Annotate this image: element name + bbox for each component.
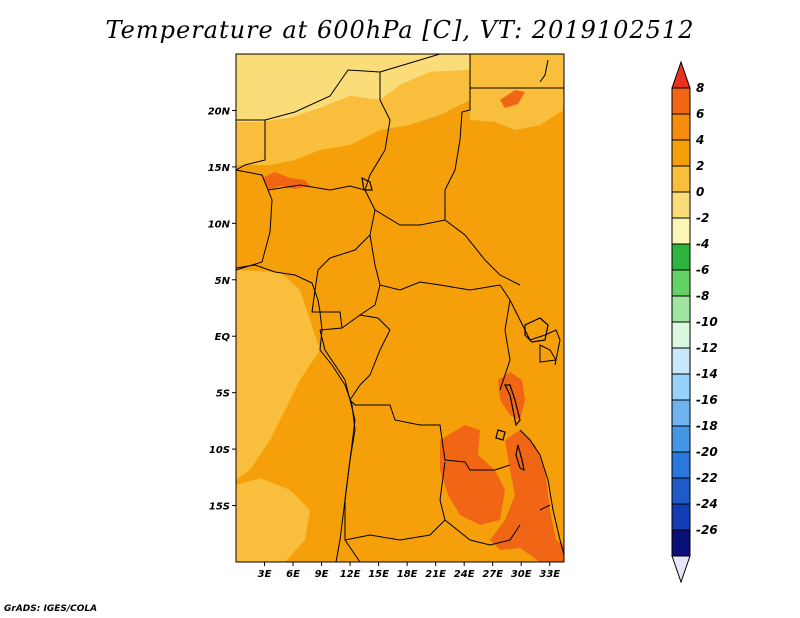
colorbar-label: -14 (696, 367, 718, 381)
lat-tick-label: 10N (208, 219, 231, 230)
colorbar-label: -2 (696, 211, 709, 225)
map-frame (235, 53, 565, 563)
temp-region-north-mild (236, 70, 470, 165)
colorbar-label: 8 (696, 81, 704, 95)
colorbar-swatch (671, 373, 691, 401)
lon-tick-label: 6E (286, 569, 300, 580)
temp-region-warm-south (440, 425, 505, 525)
latitude-axis: 20N 15N 10N 5N EQ 5S 10S 15S (208, 106, 236, 513)
colorbar-top-arrow (671, 60, 691, 89)
colorbar-label: -22 (696, 471, 718, 485)
colorbar-swatch (671, 165, 691, 193)
country-borders (235, 53, 565, 563)
coastline (235, 264, 356, 563)
colorbar-swatch (671, 295, 691, 323)
colorbar-label: -24 (696, 497, 718, 511)
lat-tick-label: 20N (208, 106, 231, 117)
grads-credit: GrADS: IGES/COLA (4, 604, 98, 614)
colorbar-swatch (671, 399, 691, 427)
colorbar-label: -20 (696, 445, 718, 459)
colorbar-label: -4 (696, 237, 709, 251)
colorbar-label: -26 (696, 523, 718, 537)
colorbar-label: 2 (696, 159, 704, 173)
lat-tick-label: 5N (215, 276, 231, 287)
lon-tick-label: 18E (397, 569, 418, 580)
lon-tick-label: 33E (539, 569, 560, 580)
colorbar-swatch (671, 451, 691, 479)
lat-tick-label: EQ (215, 332, 231, 343)
lat-tick-label: 15N (208, 163, 231, 174)
lat-tick-label: 10S (209, 445, 230, 456)
temp-region-warm-northeast (500, 90, 525, 108)
temp-region-west-coast-mild (236, 270, 320, 480)
map-title: Temperature at 600hPa [C], VT: 201910251… (105, 16, 695, 44)
lon-tick-label: 3E (258, 569, 272, 580)
temp-region-warm-east (498, 372, 525, 420)
colorbar-swatch (671, 113, 691, 141)
colorbar-swatch (671, 425, 691, 453)
lon-tick-label: 24E (454, 569, 475, 580)
colorbar-swatch (671, 529, 691, 557)
lon-tick-label: 21E (425, 569, 446, 580)
lake-tanganyika (504, 384, 521, 427)
colorbar-label: -12 (696, 341, 718, 355)
temp-region-north-cool (236, 54, 470, 122)
lake-victoria (524, 317, 549, 343)
lat-tick-label: 5S (216, 389, 230, 400)
colorbar-label: -6 (696, 263, 709, 277)
colorbar-label: 4 (695, 133, 704, 147)
colorbar-label: -18 (696, 419, 718, 433)
colorbar: 8 6 4 2 0 -2 -4 -6 -8 -10 -12 -14 -16 -18 -20 -22 -24 -26 (671, 60, 718, 584)
colorbar-swatch (671, 477, 691, 505)
lon-tick-label: 9E (315, 569, 329, 580)
colorbar-label: 6 (696, 107, 704, 121)
coastline-east (539, 59, 549, 83)
colorbar-swatch (671, 87, 691, 115)
map-area (235, 53, 565, 563)
temp-region-southwest-mild (236, 478, 310, 562)
lake-malawi (515, 444, 525, 472)
colorbar-label: -10 (696, 315, 718, 329)
lake-outlines (361, 176, 549, 472)
colorbar-swatch (671, 139, 691, 167)
colorbar-label: -16 (696, 393, 718, 407)
lake-chad (361, 176, 373, 191)
colorbar-swatch (671, 269, 691, 297)
lon-tick-label: 27E (482, 569, 503, 580)
lat-tick-label: 15S (209, 502, 230, 513)
colorbar-label: 0 (696, 185, 704, 199)
colorbar-swatch (671, 191, 691, 219)
colorbar-swatch (671, 217, 691, 245)
longitude-axis: 3E 6E 9E 12E 15E 18E 21E 24E 27E 30E 33E (258, 562, 560, 580)
colorbar-label: -8 (696, 289, 709, 303)
lon-tick-label: 12E (340, 569, 361, 580)
lon-tick-label: 30E (511, 569, 532, 580)
lon-tick-label: 15E (368, 569, 389, 580)
temp-region-warm-southeast (490, 430, 564, 562)
colorbar-swatch (671, 321, 691, 349)
colorbar-swatch (671, 503, 691, 531)
lake-mweru (495, 429, 506, 441)
colorbar-swatch (671, 243, 691, 271)
colorbar-swatch (671, 347, 691, 375)
colorbar-bottom-arrow (671, 555, 691, 584)
